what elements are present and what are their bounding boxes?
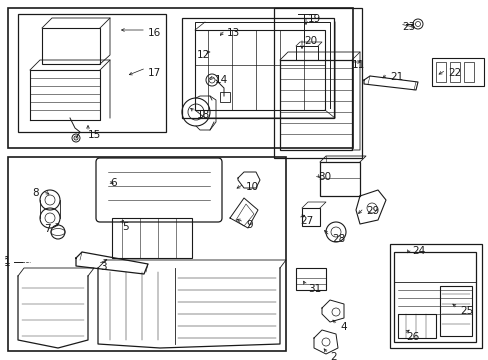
Text: 12: 12 — [197, 50, 210, 60]
Bar — [319, 162, 359, 196]
Bar — [295, 46, 317, 60]
Text: 28: 28 — [331, 234, 345, 244]
Text: 8: 8 — [32, 188, 39, 198]
Text: 17: 17 — [148, 68, 161, 78]
Bar — [302, 208, 319, 226]
Bar — [273, 8, 361, 158]
Bar — [8, 157, 285, 351]
Text: 29: 29 — [365, 206, 379, 216]
Bar — [449, 62, 459, 82]
Bar — [42, 28, 100, 64]
Text: 2: 2 — [329, 352, 336, 360]
Text: 1: 1 — [4, 256, 11, 266]
Bar — [397, 314, 435, 338]
Text: 24: 24 — [411, 246, 425, 256]
Text: 6: 6 — [110, 178, 116, 188]
Text: 31: 31 — [307, 284, 321, 294]
Bar — [389, 244, 481, 348]
Bar — [8, 8, 352, 148]
Text: 13: 13 — [226, 28, 240, 38]
Text: 14: 14 — [215, 75, 228, 85]
Bar — [435, 62, 445, 82]
Text: 26: 26 — [405, 332, 418, 342]
Text: 21: 21 — [389, 72, 403, 82]
Bar — [431, 58, 483, 86]
Bar — [280, 60, 351, 150]
Text: 16: 16 — [148, 28, 161, 38]
Bar — [220, 92, 229, 102]
Text: 5: 5 — [122, 222, 128, 232]
Bar — [393, 252, 475, 342]
Text: 20: 20 — [304, 36, 317, 46]
Text: 15: 15 — [88, 130, 101, 140]
Text: 10: 10 — [245, 182, 259, 192]
Text: 22: 22 — [447, 68, 460, 78]
Text: 7: 7 — [44, 224, 51, 234]
Bar — [18, 14, 165, 132]
Text: 23: 23 — [401, 22, 414, 32]
Bar — [112, 218, 192, 258]
Text: 19: 19 — [307, 14, 321, 24]
Text: 1: 1 — [4, 258, 11, 268]
Text: 4: 4 — [339, 322, 346, 332]
Text: 3: 3 — [100, 262, 106, 272]
Text: 30: 30 — [317, 172, 330, 182]
Bar — [295, 268, 325, 290]
Bar — [439, 286, 471, 336]
Bar — [463, 62, 473, 82]
Text: 18: 18 — [197, 110, 210, 120]
Text: 9: 9 — [245, 220, 252, 230]
Text: 25: 25 — [459, 306, 472, 316]
Bar — [195, 30, 325, 110]
Bar — [182, 18, 333, 118]
Text: 27: 27 — [299, 216, 313, 226]
Text: 11: 11 — [351, 60, 365, 70]
